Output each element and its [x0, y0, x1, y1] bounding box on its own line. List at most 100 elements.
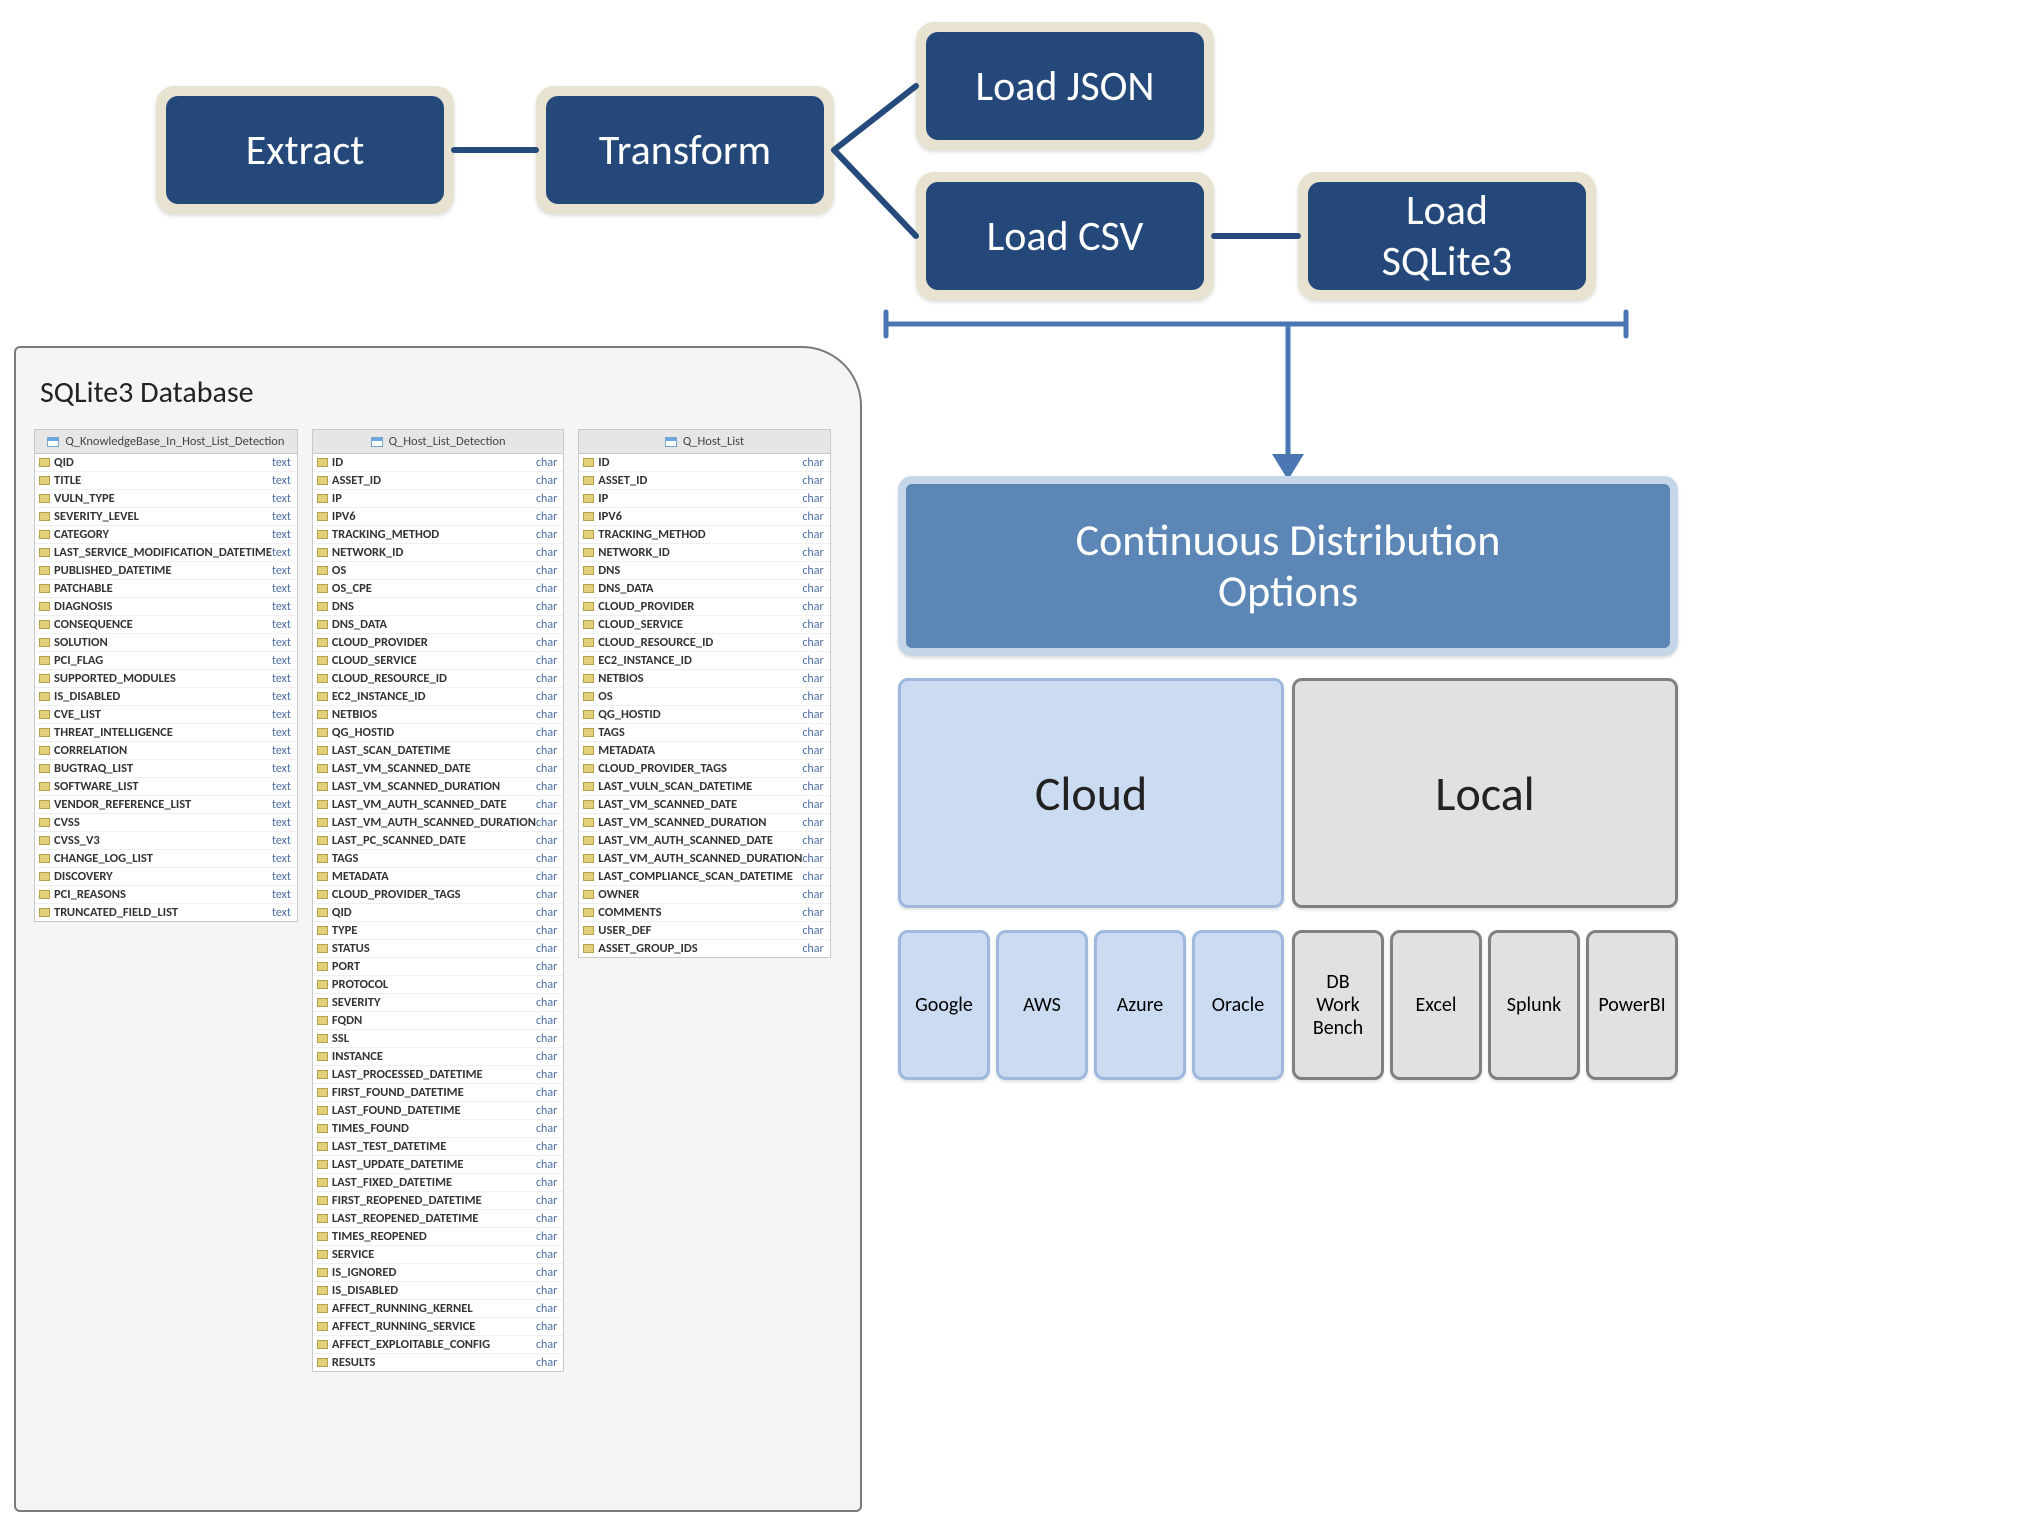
- column-name: PCI_REASONS: [54, 887, 126, 902]
- column-name: EC2_INSTANCE_ID: [332, 689, 426, 704]
- column-type: char: [536, 1104, 557, 1118]
- column-name: AFFECT_EXPLOITABLE_CONFIG: [332, 1337, 490, 1352]
- column-type: text: [272, 672, 291, 686]
- schema-column-row: TAGSchar: [313, 850, 563, 868]
- dist-option: AWS: [996, 930, 1088, 1080]
- column-name: IP: [598, 491, 608, 506]
- column-icon: [317, 746, 328, 755]
- column-name: RESULTS: [332, 1355, 376, 1370]
- column-icon: [317, 566, 328, 575]
- column-type: text: [272, 816, 291, 830]
- schema-column-row: TYPEchar: [313, 922, 563, 940]
- column-icon: [317, 1142, 328, 1151]
- column-name: ID: [598, 455, 609, 470]
- schema-column-row: LAST_FIXED_DATETIMEchar: [313, 1174, 563, 1192]
- column-type: char: [802, 546, 823, 560]
- column-type: text: [272, 870, 291, 884]
- column-icon: [583, 602, 594, 611]
- schema-column-row: SEVERITY_LEVELtext: [35, 508, 297, 526]
- schema-column-row: EC2_INSTANCE_IDchar: [579, 652, 829, 670]
- column-name: INSTANCE: [332, 1049, 383, 1064]
- schema-column-row: LAST_VM_AUTH_SCANNED_DURATIONchar: [579, 850, 829, 868]
- column-type: char: [536, 1338, 557, 1352]
- column-icon: [317, 1322, 328, 1331]
- column-name: TIMES_FOUND: [332, 1121, 409, 1136]
- column-icon: [583, 458, 594, 467]
- column-type: text: [272, 528, 291, 542]
- column-icon: [39, 638, 50, 647]
- column-type: char: [802, 492, 823, 506]
- column-type: text: [272, 654, 291, 668]
- schema-column-row: DNS_DATAchar: [313, 616, 563, 634]
- column-name: DNS_DATA: [598, 581, 653, 596]
- column-icon: [317, 782, 328, 791]
- column-name: QG_HOSTID: [598, 707, 660, 722]
- column-name: FQDN: [332, 1013, 362, 1028]
- column-type: char: [536, 798, 557, 812]
- schema-column-row: TRACKING_METHODchar: [313, 526, 563, 544]
- column-type: text: [272, 456, 291, 470]
- column-name: ASSET_ID: [332, 473, 381, 488]
- column-name: SERVICE: [332, 1247, 374, 1262]
- column-icon: [39, 692, 50, 701]
- column-type: text: [272, 834, 291, 848]
- column-name: CLOUD_SERVICE: [598, 617, 683, 632]
- dist-option: Azure: [1094, 930, 1186, 1080]
- column-icon: [317, 1358, 328, 1367]
- column-name: FIRST_FOUND_DATETIME: [332, 1085, 464, 1100]
- column-type: char: [536, 1086, 557, 1100]
- schema-column-row: EC2_INSTANCE_IDchar: [313, 688, 563, 706]
- column-name: VENDOR_REFERENCE_LIST: [54, 797, 191, 812]
- column-icon: [317, 728, 328, 737]
- schema-column-row: LAST_VM_SCANNED_DATEchar: [313, 760, 563, 778]
- column-icon: [317, 926, 328, 935]
- schema-column-row: TAGSchar: [579, 724, 829, 742]
- column-type: char: [802, 564, 823, 578]
- schema-column-row: TITLEtext: [35, 472, 297, 490]
- schema-column-row: PCI_FLAGtext: [35, 652, 297, 670]
- schema-column-row: IS_DISABLEDtext: [35, 688, 297, 706]
- column-icon: [317, 602, 328, 611]
- column-type: char: [536, 672, 557, 686]
- column-icon: [583, 944, 594, 953]
- column-name: THREAT_INTELLIGENCE: [54, 725, 173, 740]
- column-name: LAST_PC_SCANNED_DATE: [332, 833, 466, 848]
- dist-option: Google: [898, 930, 990, 1080]
- column-icon: [317, 1016, 328, 1025]
- column-icon: [583, 836, 594, 845]
- column-name: OWNER: [598, 887, 639, 902]
- schema-column-row: LAST_SERVICE_MODIFICATION_DATETIMEtext: [35, 544, 297, 562]
- column-icon: [317, 1196, 328, 1205]
- column-type: char: [536, 492, 557, 506]
- table-icon: [47, 437, 59, 447]
- column-icon: [39, 746, 50, 755]
- column-type: char: [802, 834, 823, 848]
- column-icon: [317, 530, 328, 539]
- column-type: char: [536, 852, 557, 866]
- schema-column-row: VENDOR_REFERENCE_LISTtext: [35, 796, 297, 814]
- column-icon: [39, 620, 50, 629]
- column-name: METADATA: [332, 869, 389, 884]
- column-type: text: [272, 546, 291, 560]
- column-icon: [583, 764, 594, 773]
- column-icon: [39, 728, 50, 737]
- column-type: text: [272, 492, 291, 506]
- column-type: text: [272, 600, 291, 614]
- column-name: LAST_FOUND_DATETIME: [332, 1103, 461, 1118]
- column-type: char: [536, 1050, 557, 1064]
- column-type: char: [536, 654, 557, 668]
- dist-option: Splunk: [1488, 930, 1580, 1080]
- schema-column-row: AFFECT_RUNNING_KERNELchar: [313, 1300, 563, 1318]
- schema-column-row: OSchar: [579, 688, 829, 706]
- column-icon: [583, 728, 594, 737]
- column-type: char: [536, 1194, 557, 1208]
- column-icon: [317, 476, 328, 485]
- column-icon: [583, 800, 594, 809]
- schema-column-row: LAST_VM_AUTH_SCANNED_DATEchar: [579, 832, 829, 850]
- column-type: char: [536, 942, 557, 956]
- schema-column-row: IPV6char: [579, 508, 829, 526]
- column-icon: [317, 1304, 328, 1313]
- column-icon: [583, 620, 594, 629]
- column-icon: [317, 620, 328, 629]
- schema-column-row: PCI_REASONStext: [35, 886, 297, 904]
